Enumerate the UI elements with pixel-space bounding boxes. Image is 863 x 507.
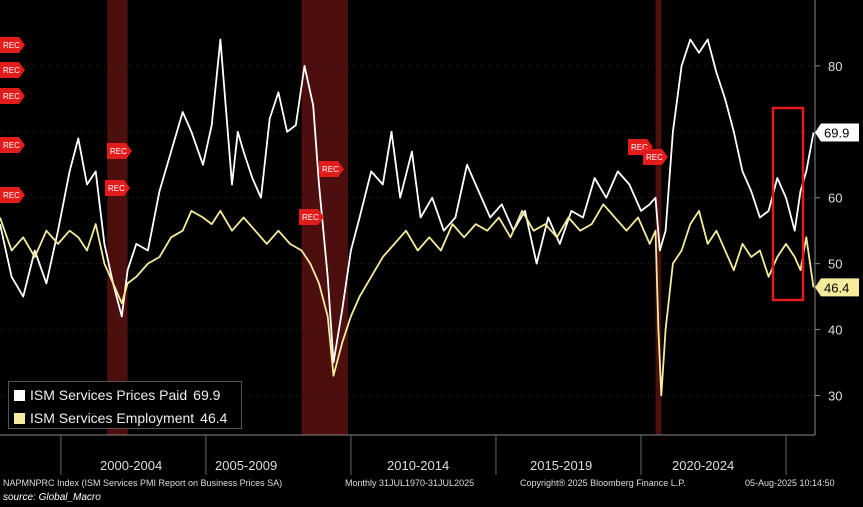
rec-tag-label-5: REC	[110, 147, 127, 156]
highlight-box	[771, 106, 805, 302]
recession-band-0	[107, 0, 128, 435]
rec-tag-7	[319, 161, 344, 177]
rec-tag-label-8: REC	[302, 213, 319, 222]
rec-tag-5	[107, 143, 132, 159]
footer-timestamp: 05-Aug-2025 10:14:50	[745, 478, 835, 488]
rec-tag-label-4: REC	[3, 191, 20, 200]
legend-value-employment: 46.4	[200, 410, 228, 426]
y-tick-label-40: 40	[828, 323, 842, 338]
rec-tag-label-2: REC	[3, 92, 20, 101]
period-label-2020-2024: 2020-2024	[672, 458, 735, 473]
legend-label-prices-paid: ISM Services Prices Paid	[30, 387, 188, 403]
y-tick-label-80: 80	[828, 59, 842, 74]
rec-tag-label-3: REC	[3, 141, 20, 150]
legend-item-prices-paid: ISM Services Prices Paid 69.9	[9, 385, 241, 405]
legend-label-employment: ISM Services Employment	[30, 410, 195, 426]
legend-value-prices-paid: 69.9	[193, 387, 221, 403]
period-label-2015-2019: 2015-2019	[530, 458, 593, 473]
rec-tag-0	[0, 37, 25, 53]
series-line-1	[0, 203, 815, 397]
last-value-callout-0	[815, 123, 859, 142]
footer-range: Monthly 31JUL1970-31JUL2025	[345, 478, 475, 488]
rec-tag-label-7: REC	[322, 165, 339, 174]
rec-tag-10	[643, 149, 668, 165]
rec-tag-label-0: REC	[3, 41, 20, 50]
legend-swatch-employment	[14, 412, 25, 424]
last-value-label-1: 46.4	[824, 280, 849, 295]
rec-tag-label-9: REC	[631, 143, 648, 152]
footer-copyright: Copyright® 2025 Bloomberg Finance L.P.	[520, 478, 686, 488]
rec-tag-3	[0, 137, 25, 153]
legend: ISM Services Prices Paid 69.9 ISM Servic…	[8, 381, 242, 429]
rec-tag-4	[0, 187, 25, 203]
legend-item-employment: ISM Services Employment 46.4	[9, 408, 241, 428]
rec-tag-label-10: REC	[646, 153, 663, 162]
series-line-0	[0, 38, 815, 364]
period-label-2000-2004: 2000-2004	[100, 458, 163, 473]
source-credit: source: Global_Macro	[3, 492, 101, 503]
rec-tag-label-6: REC	[108, 184, 125, 193]
y-tick-label-50: 50	[828, 257, 842, 272]
recession-band-2	[655, 0, 662, 435]
rec-tag-1	[0, 62, 25, 78]
rec-tag-8	[299, 209, 324, 225]
last-value-label-0: 69.9	[824, 125, 849, 140]
legend-swatch-prices-paid	[14, 389, 25, 401]
period-label-2005-2009: 2005-2009	[215, 458, 278, 473]
footer-index-desc: NAPMNPRC Index (ISM Services PMI Report …	[3, 478, 283, 488]
rec-tag-2	[0, 88, 25, 104]
last-value-callout-1	[815, 278, 859, 297]
y-tick-label-30: 30	[828, 388, 842, 403]
y-tick-label-60: 60	[828, 191, 842, 206]
rec-tag-6	[105, 180, 130, 196]
period-label-2010-2014: 2010-2014	[387, 458, 450, 473]
rec-tag-label-1: REC	[3, 66, 20, 75]
